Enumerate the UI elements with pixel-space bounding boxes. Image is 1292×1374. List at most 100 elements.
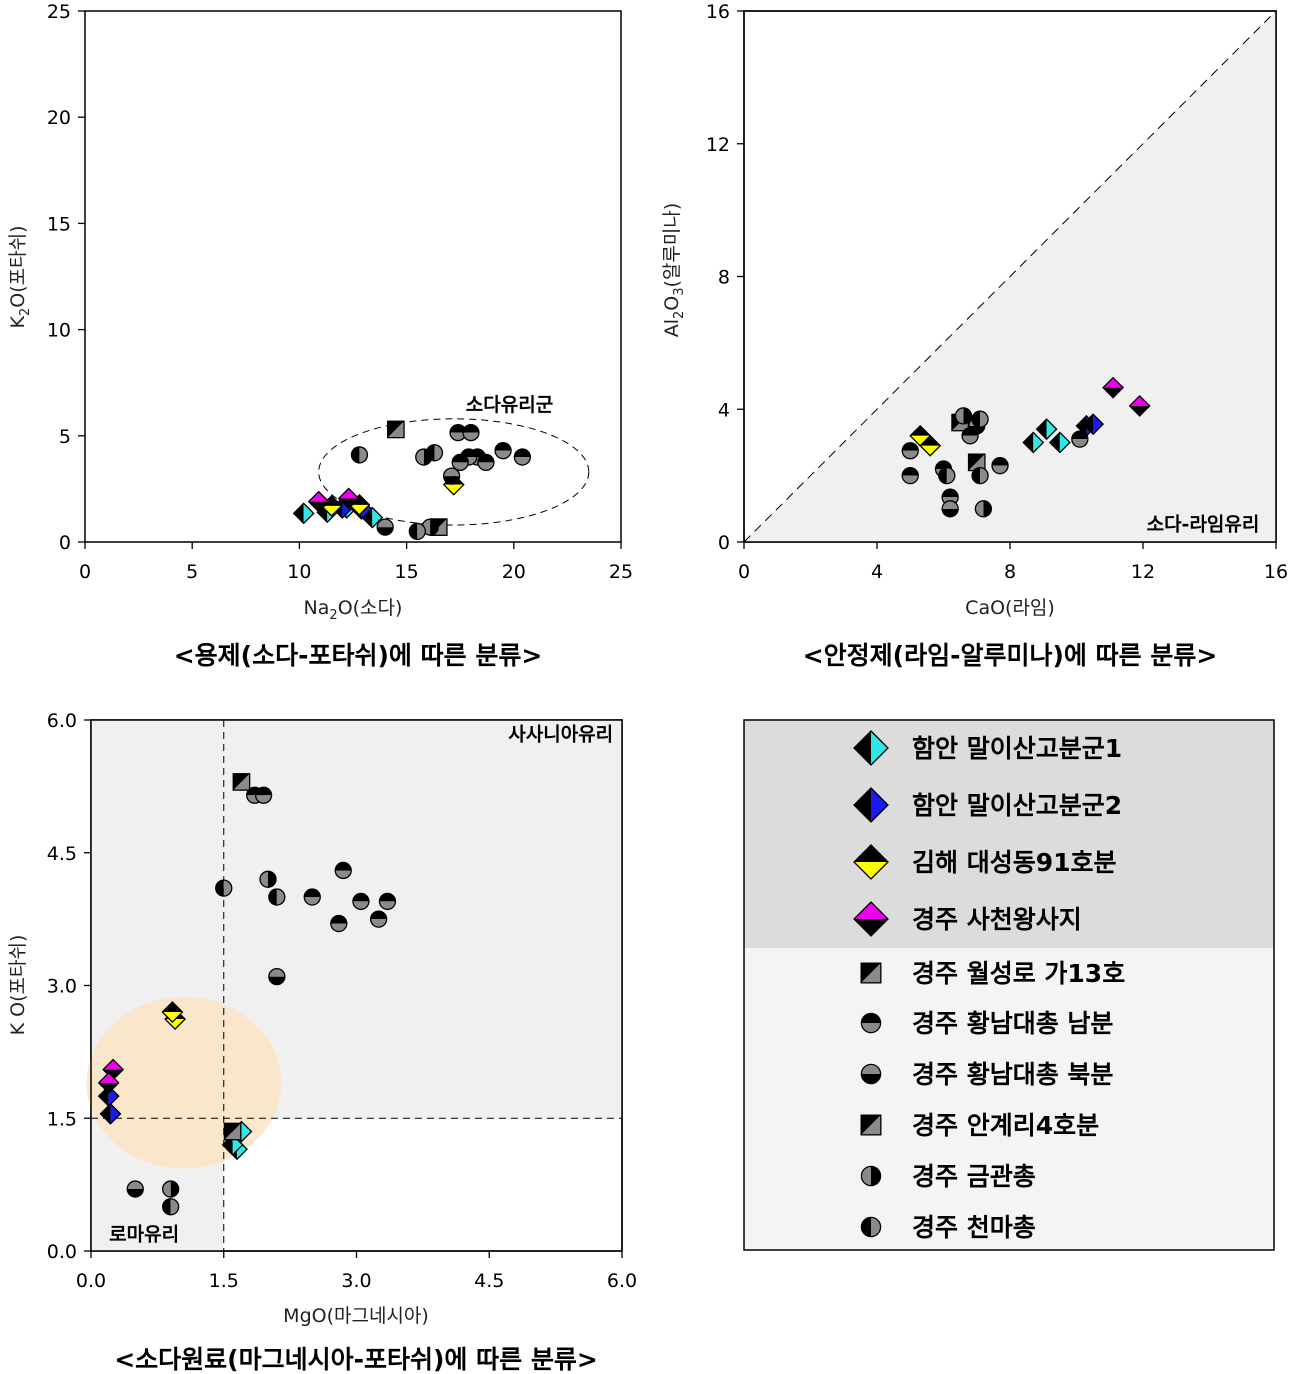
- chart3-point-series7-2: [268, 968, 286, 986]
- chart1-point-series6-6: [513, 448, 532, 466]
- legend-label-5: 경주 월성로 가13호: [912, 959, 1125, 988]
- chart2-annotation-1: 소다-라임유리: [1147, 514, 1260, 536]
- legend-marker-5: [860, 962, 882, 984]
- chart3-point-series6-6: [378, 892, 397, 911]
- chart3-x-tick-label: 3.0: [341, 1270, 371, 1292]
- chart2-point-series1-1: [1022, 431, 1045, 454]
- chart3-annotation-1: 사사니아유리: [508, 723, 613, 745]
- chart1-point-series4-1: [307, 490, 330, 513]
- legend-label-3: 김해 대성동91호분: [912, 848, 1117, 877]
- chart1-annotation-1: 소다유리군: [466, 394, 553, 416]
- chart1-y-tick-label: 5: [59, 426, 71, 448]
- chart3-y-axis-label: K O(포타쉬): [7, 935, 29, 1036]
- chart3-point-series5-1: [232, 773, 251, 791]
- chart1-soda-glass-ellipse: [318, 418, 590, 526]
- legend-item-9: 경주 금관총: [860, 1162, 1036, 1191]
- chart3-point-series6-4: [334, 861, 352, 880]
- legend-item-10: 경주 천마총: [860, 1213, 1036, 1242]
- chart3-point-series6-8: [330, 914, 348, 933]
- chart2-point-series9-2: [974, 500, 993, 518]
- legend-item-2: 함안 말이산고분군2: [853, 787, 1122, 823]
- legend-item-8: 경주 안계리4호분: [860, 1111, 1099, 1140]
- chart2-point-series6-1: [901, 442, 919, 460]
- legend-item-4: 경주 사천왕사지: [853, 901, 1082, 937]
- chart1-y-axis-label: K2O(포타쉬): [7, 226, 33, 329]
- chart1-y-tick-label: 0: [59, 532, 71, 554]
- chart-stabilizer-lime-alumina: 0 4 8 12 16 0 4 8 12 16 소다-라임유리 CaO(라임) Al2O3(알루미…: [661, 1, 1288, 670]
- chart2-point-series6-6: [991, 457, 1009, 475]
- chart2-point-series1-3: [1048, 431, 1071, 454]
- chart1-point-series6-8: [451, 453, 469, 472]
- chart-soda-source-magnesia-potash: 0.0 1.5 3.0 4.5 6.0 0.0 1.5 3.0 4.5 6.0 사사니아유리로마유…: [7, 710, 637, 1374]
- chart2-point-series10-2: [971, 410, 989, 428]
- legend-label-4: 경주 사천왕사지: [912, 905, 1082, 934]
- chart3-point-series8-1: [223, 1122, 242, 1141]
- legend-marker-9: [860, 1165, 882, 1187]
- chart1-y-tick-label: 25: [47, 1, 71, 23]
- chart3-point-series3-2: [161, 1001, 184, 1023]
- legend-item-3: 김해 대성동91호분: [853, 844, 1117, 880]
- legend-marker-3: [853, 844, 889, 880]
- chart2-point-series7-1: [941, 500, 959, 518]
- legend-bottom-band: [744, 948, 1274, 1250]
- chart3-x-axis-label: MgO(마그네시아): [283, 1305, 429, 1327]
- chart3-title: <소다원료(마그네시아-포타쉬)에 따른 분류>: [114, 1345, 598, 1374]
- chart3-point-series10-2: [268, 888, 286, 906]
- chart1-point-series7-2: [442, 467, 461, 485]
- chart3-x-tick-label: 6.0: [607, 1270, 637, 1292]
- legend-item-5: 경주 월성로 가13호: [860, 959, 1125, 988]
- chart3-y-tick-label: 4.5: [47, 843, 77, 865]
- chart3-x-tick-label: 4.5: [474, 1270, 504, 1292]
- chart2-x-tick-label: 4: [871, 561, 883, 583]
- chart3-x-tick-label: 0.0: [76, 1270, 106, 1292]
- chart2-x-tick-label: 0: [738, 561, 750, 583]
- chart1-title: <용제(소다-포타쉬)에 따른 분류>: [174, 641, 543, 670]
- chart1-point-series1-1: [292, 502, 315, 525]
- chart3-y-tick-label: 3.0: [47, 976, 77, 998]
- chart2-diagonal-line: [743, 10, 1277, 543]
- chart1-point-series7-1: [376, 518, 394, 536]
- chart1-x-tick-label: 25: [609, 561, 633, 583]
- chart2-x-tick-label: 16: [1264, 561, 1288, 583]
- chart2-title: <안정제(라임-알루미나)에 따른 분류>: [803, 641, 1218, 670]
- chart1-point-series4-2: [337, 487, 360, 510]
- chart2-y-tick-label: 0: [718, 532, 730, 554]
- chart1-point-series6-1: [449, 423, 467, 442]
- chart1-y-tick-label: 10: [47, 320, 71, 342]
- legend-label-9: 경주 금관총: [912, 1162, 1036, 1191]
- chart3-y-tick-label: 0.0: [47, 1241, 77, 1263]
- chart3-roman-region: [91, 720, 224, 1251]
- chart1-point-series6-5: [494, 442, 512, 460]
- chart2-x-tick-label: 12: [1131, 561, 1155, 583]
- legend-frame: [743, 719, 1275, 1251]
- chart2-point-series10-3: [938, 466, 956, 485]
- chart2-point-series10-1: [971, 466, 989, 485]
- legend-top-band: [744, 720, 1274, 948]
- chart2-y-axis-label: Al2O3(알루미나): [661, 203, 687, 338]
- chart1-y-tick-label: 15: [47, 213, 71, 235]
- chart1-x-tick-label: 0: [79, 561, 91, 583]
- chart2-point-series4-1: [1102, 376, 1124, 399]
- legend-marker-7: [860, 1063, 882, 1085]
- legend-label-7: 경주 황남대총 북분: [912, 1060, 1113, 1089]
- chart2-y-tick-label: 16: [706, 1, 730, 23]
- legend-marker-1: [853, 730, 889, 766]
- legend-marker-10: [860, 1216, 882, 1238]
- chart3-x-tick-label: 1.5: [209, 1270, 239, 1292]
- chart2-point-series2-2: [1082, 413, 1105, 436]
- chart1-point-series5-1: [387, 420, 405, 439]
- chart-flux-soda-potash: 0 5 10 15 20 25 0 5 10 15 20 25 소다유리군 Na2O(소다) K2O(…: [7, 1, 633, 670]
- chart2-y-tick-label: 4: [718, 399, 730, 421]
- legend-label-6: 경주 황남대총 남분: [912, 1009, 1113, 1038]
- chart2-point-series4-2: [1128, 395, 1151, 417]
- chart3-point-series6-3: [303, 888, 321, 906]
- chart3-point-series10-1: [215, 879, 233, 897]
- chart2-point-series1-2: [1035, 418, 1058, 441]
- chart3-point-series6-2: [254, 786, 273, 804]
- legend-marker-8: [860, 1114, 882, 1136]
- legend-label-8: 경주 안계리4호분: [912, 1111, 1099, 1140]
- legend-label-1: 함안 말이산고분군1: [912, 734, 1122, 763]
- legend-marker-2: [853, 787, 889, 823]
